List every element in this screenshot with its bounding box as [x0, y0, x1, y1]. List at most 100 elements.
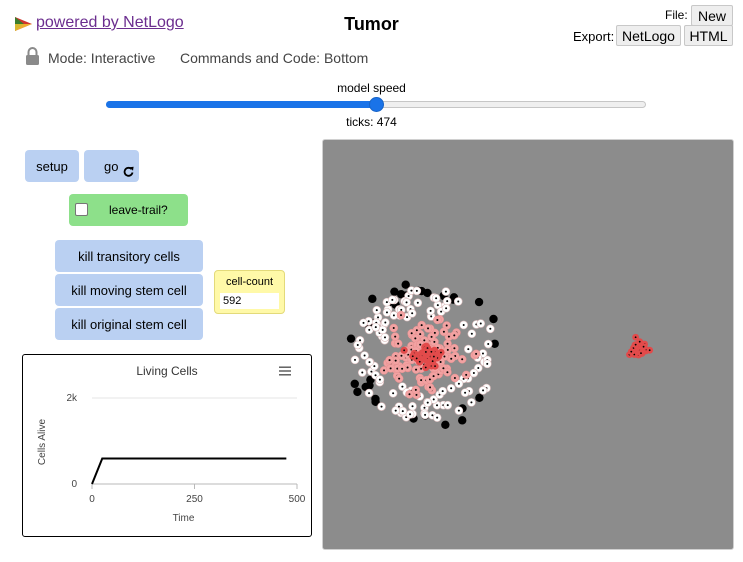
- cell-nucleus: [442, 367, 445, 370]
- cell-nucleus: [640, 352, 642, 355]
- netlogo-logo-icon[interactable]: [14, 15, 33, 33]
- cell-nucleus: [383, 336, 386, 339]
- cell-nucleus: [446, 342, 449, 345]
- world-view[interactable]: [322, 139, 734, 550]
- cell-nucleus: [446, 300, 449, 303]
- cell-nucleus: [487, 343, 490, 346]
- cell-nucleus: [482, 389, 485, 392]
- cell-nucleus: [450, 357, 453, 360]
- leave-trail-checkbox[interactable]: [75, 203, 88, 216]
- cell-nucleus: [429, 309, 432, 312]
- cell-nucleus: [411, 355, 414, 358]
- cell-nucleus: [409, 413, 412, 416]
- plot-y-tick-label: 0: [71, 479, 77, 490]
- cell-nucleus: [397, 405, 400, 408]
- cell-nucleus: [633, 353, 636, 356]
- cell-nucleus: [394, 359, 397, 362]
- cell-nucleus: [634, 336, 637, 339]
- cell-nucleus: [380, 405, 383, 408]
- new-button[interactable]: New: [691, 5, 733, 26]
- cell-nucleus: [464, 391, 467, 394]
- cell-nucleus: [389, 367, 392, 370]
- cell-nucleus: [407, 294, 410, 297]
- cell-nucleus: [392, 392, 395, 395]
- model-speed-thumb[interactable]: [368, 97, 384, 112]
- cell: [353, 387, 362, 397]
- cell-nucleus: [642, 345, 645, 348]
- cell-nucleus: [388, 359, 391, 362]
- cell-nucleus: [489, 327, 492, 330]
- cell-nucleus: [481, 352, 484, 355]
- cell: [350, 379, 359, 389]
- cell-nucleus: [443, 355, 446, 358]
- cell-nucleus: [420, 324, 423, 327]
- kill-moving-stem-cell-button[interactable]: kill moving stem cell: [55, 274, 203, 306]
- export-html-button[interactable]: HTML: [684, 25, 733, 46]
- cell-nucleus: [446, 371, 449, 374]
- cell-nucleus: [427, 327, 430, 330]
- cell-nucleus: [411, 405, 414, 408]
- cell-nucleus: [415, 289, 418, 292]
- kill-original-stem-cell-button[interactable]: kill original stem cell: [55, 308, 203, 340]
- cell-nucleus: [420, 367, 423, 370]
- cell-nucleus: [462, 323, 465, 326]
- cell-nucleus: [368, 361, 371, 364]
- leave-trail-switch[interactable]: leave-trail?: [69, 194, 188, 226]
- commands-position-toggle[interactable]: Commands and Code: Bottom: [180, 50, 369, 66]
- cell-nucleus: [424, 351, 427, 353]
- lock-icon[interactable]: [25, 46, 40, 66]
- cell: [489, 314, 498, 324]
- cell-nucleus: [430, 335, 433, 338]
- model-speed-label: model speed: [337, 81, 406, 95]
- cell-nucleus: [420, 379, 423, 382]
- cell-nucleus: [394, 335, 397, 338]
- kill-transitory-cells-label: kill transitory cells: [78, 248, 180, 264]
- powered-by-netlogo-link[interactable]: powered by NetLogo: [36, 14, 184, 31]
- setup-button[interactable]: setup: [25, 150, 79, 182]
- cell-nucleus: [361, 371, 364, 374]
- cell-nucleus: [638, 340, 641, 343]
- cell-nucleus: [385, 311, 388, 314]
- cell-nucleus: [419, 343, 422, 346]
- cell-nucleus: [423, 339, 426, 342]
- cell-nucleus: [362, 321, 365, 324]
- export-netlogo-button[interactable]: NetLogo: [616, 25, 681, 46]
- cell-nucleus: [406, 316, 409, 319]
- cell-nucleus: [479, 322, 482, 325]
- go-button[interactable]: go: [84, 150, 139, 182]
- cell-nucleus: [446, 404, 449, 407]
- cell-nucleus: [414, 388, 417, 391]
- setup-button-label: setup: [36, 158, 68, 174]
- cell-nucleus: [436, 404, 439, 407]
- cell: [346, 334, 356, 343]
- cell-nucleus: [423, 406, 426, 409]
- cell-nucleus: [424, 366, 427, 369]
- cell-nucleus: [429, 386, 432, 389]
- cell-nucleus: [401, 410, 404, 413]
- leave-trail-label: leave-trail?: [109, 203, 168, 217]
- cell-nucleus: [356, 343, 359, 346]
- cell-nucleus: [439, 360, 442, 363]
- cell-nucleus: [375, 309, 378, 312]
- kill-moving-stem-cell-label: kill moving stem cell: [71, 282, 187, 298]
- cell: [474, 297, 484, 307]
- forever-loop-icon: [123, 166, 134, 177]
- living-cells-plot: 0 250 500 0 2k Time Cells Alive Living Cells: [22, 354, 312, 537]
- interface-mode-toggle[interactable]: Mode: Interactive: [48, 50, 156, 66]
- cell-nucleus: [436, 318, 439, 321]
- cell-nucleus: [453, 377, 456, 380]
- world-canvas[interactable]: [323, 140, 733, 549]
- cell-nucleus: [419, 333, 422, 336]
- kill-transitory-cells-button[interactable]: kill transitory cells: [55, 240, 203, 272]
- cell-nucleus: [368, 328, 371, 331]
- cell-count-value: 592: [220, 293, 279, 309]
- cell-nucleus: [440, 351, 442, 354]
- cell-nucleus: [415, 357, 418, 360]
- cell-nucleus: [445, 307, 448, 310]
- cell-nucleus: [405, 301, 408, 304]
- cell-nucleus: [432, 398, 435, 401]
- cell-nucleus: [415, 393, 418, 396]
- cell-nucleus: [410, 332, 413, 335]
- cell-nucleus: [418, 360, 421, 363]
- hamburger-menu-icon[interactable]: [279, 366, 291, 376]
